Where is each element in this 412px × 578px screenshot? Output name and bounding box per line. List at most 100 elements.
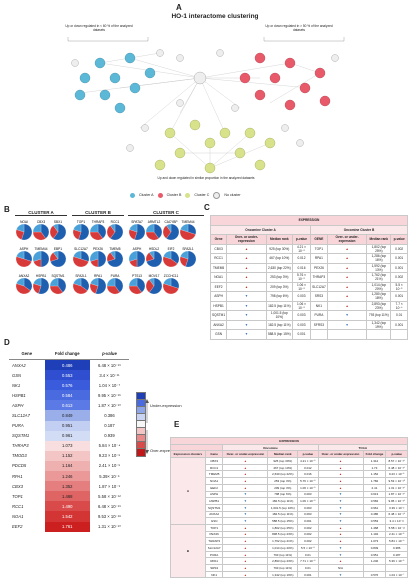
direction-cell: ▲	[326, 300, 368, 311]
p-value-cell: 0.01	[297, 550, 319, 559]
up-arrow-icon: ▲	[243, 572, 247, 577]
table-row: RCC1 1.490 6.48 × 10⁻¹⁹	[9, 501, 129, 512]
gene-cell: TOP1	[310, 243, 328, 254]
gene-cell: GSN	[209, 329, 228, 340]
col-median-rank-e: Median rank	[267, 450, 299, 459]
pie-label: ARMTL2	[148, 220, 161, 224]
up-arrow-icon: ▲	[243, 472, 247, 477]
direction-cell: ▲	[326, 291, 368, 302]
direction-cell: ▼	[317, 510, 364, 519]
panel-a-note-right: Up or down regulated in > 50 % of the an…	[265, 24, 333, 32]
pie-slice	[149, 277, 155, 287]
direction-cell: ▼	[222, 490, 269, 499]
median-rank-cell: 1,802 (top 25%)	[366, 243, 392, 254]
oncomine-cluster-a-header: Oncomine Cluster A	[209, 224, 312, 235]
pie-label: SPATA7	[131, 220, 143, 224]
pie-slice	[50, 250, 67, 268]
pie-slice	[185, 250, 197, 268]
pie-slice	[180, 250, 189, 260]
pie-chart: EIF2	[162, 247, 180, 268]
gene-cell: SQSTM1	[209, 310, 228, 321]
down-arrow-icon: ▼	[339, 552, 343, 557]
down-arrow-icon: ▼	[243, 519, 247, 524]
pie-label: TOP1	[77, 220, 85, 224]
up-arrow-icon: ▲	[339, 485, 343, 490]
up-arrow-icon: ▲	[243, 465, 247, 470]
p-value-cell: 0.003	[291, 319, 312, 330]
pie-label: MOV17	[149, 274, 160, 278]
up-arrow-icon: ▲	[243, 559, 247, 564]
cluster-cell: A	[170, 457, 206, 525]
table-row: EEF2 1.761 1.31 × 10⁻¹⁰	[9, 521, 129, 532]
p-value-cell: 5.5 × 10⁻⁵	[297, 544, 319, 552]
pie-chart: ASPH	[15, 247, 33, 268]
p-value-cell: 5.5 × 10⁻⁵	[390, 281, 408, 292]
p-value-cell: 7.7 × 10⁻⁶	[390, 300, 408, 311]
col-gene-e: Gene	[204, 450, 224, 459]
down-arrow-icon: ▼	[339, 505, 343, 510]
pie-label: RCC1	[111, 220, 120, 224]
median-rank-cell: 1,762 (top 21%)	[366, 272, 392, 283]
gene-cell: NK1	[310, 300, 328, 311]
pie-slice	[97, 250, 107, 268]
down-arrow-icon: ▼	[339, 519, 343, 524]
pie-slice	[149, 250, 155, 260]
gene-cell: SLC12A7	[310, 281, 328, 292]
legend-cluster-b: Cluster B	[166, 193, 182, 197]
direction-cell: ▼	[317, 550, 364, 559]
median-rank-cell: 2,630 (top 22%)	[265, 262, 293, 273]
pie-chart: HSDL2	[145, 247, 163, 268]
table-row: TOP1 1.468 5.58 × 10⁻¹²	[9, 491, 129, 502]
median-rank-cell: 588.5 (top 15%)	[267, 517, 299, 525]
p-value-cell: 1.06 × 10⁻⁵	[291, 300, 312, 311]
gene-cell: SQSTM1	[204, 503, 224, 512]
pie-slice	[16, 250, 25, 260]
legend-cluster-c: Cluster C	[194, 193, 210, 197]
p-value-cell: 0.003	[297, 503, 319, 512]
pie-label: ASPH	[133, 247, 142, 251]
gene-cell: TOP1	[12, 493, 23, 499]
pie-chart: TMEM44	[32, 247, 50, 268]
pie-chart: MOV17	[145, 274, 163, 295]
table-row: CBX3 ▲ 925 (top 30%) 4.21 × 10⁻⁵ TOP1 ▲ 1,802 …	[209, 243, 408, 254]
panel-e-label: E	[174, 420, 180, 429]
pie-slice	[40, 223, 50, 239]
median-rank-cell: 209 (top 3%)	[267, 483, 299, 492]
direction-cell: ▼	[222, 517, 269, 525]
p-value-cell: 0.386	[104, 413, 115, 419]
fold-change-cell: 1.312	[362, 457, 387, 465]
direction-cell: ▲	[222, 537, 269, 545]
p-value-cell	[385, 564, 408, 572]
p-value-cell: 0.001	[297, 570, 319, 578]
legend-arrows	[145, 399, 149, 454]
p-value-cell: 5.84 × 10⁻⁴	[98, 443, 121, 449]
direction-cell: ▲	[326, 243, 368, 254]
p-value-cell: 1.06 × 10⁻⁵	[291, 281, 312, 292]
up-arrow-icon: ▲	[244, 265, 248, 270]
up-arrow-icon: ▲	[243, 532, 247, 537]
p-value-cell: 9.95 × 10⁻¹⁶	[97, 392, 121, 398]
fold-change-cell: 0.553	[362, 517, 387, 525]
col-median-rank-a: Median rank	[265, 234, 293, 245]
table-row: RCC1 ▲ 467 (top 10%) 0.012 ▲ 1.74 6.48 × 10⁻¹⁰	[171, 463, 408, 472]
pie-chart: SBX1	[49, 220, 67, 241]
up-arrow-icon: ▲	[244, 284, 248, 289]
up-arrow-icon: ▲	[345, 275, 349, 280]
pie-chart: SFA2L1	[72, 274, 90, 295]
direction-cell: ▲	[222, 470, 269, 479]
panel-c-table: EXPRESSION Oncomine Cluster A Oncomine C…	[209, 215, 408, 340]
pie-label: TMEM5	[109, 247, 120, 251]
gene-cell: RCC1	[12, 503, 24, 509]
panel-d-table: Gene Fold change p-value ANXA2 0.486 6.48 …	[9, 347, 129, 532]
pie-label: EBP1	[54, 247, 62, 251]
table-row: THRAP3 1.073 5.84 × 10⁻⁴	[9, 440, 129, 451]
gene-cell: EEF2	[209, 281, 228, 292]
p-value-cell: 9.23 × 10⁻⁵	[385, 470, 408, 479]
table-row: A CBX3 ▲ 925 (top 30%) 4.21 × 10⁻⁵ ▲ 1.312 8.57…	[170, 457, 408, 525]
up-arrow-icon: ▲	[243, 552, 247, 557]
table-row: TMOD3 1.152 9.23 × 10⁻⁵	[9, 450, 129, 461]
p-value-cell: 9.23 × 10⁻⁵	[98, 453, 121, 459]
down-arrow-icon: ▼	[339, 545, 343, 550]
pie-slice	[166, 223, 172, 233]
direction-cell: ▼	[222, 510, 269, 519]
